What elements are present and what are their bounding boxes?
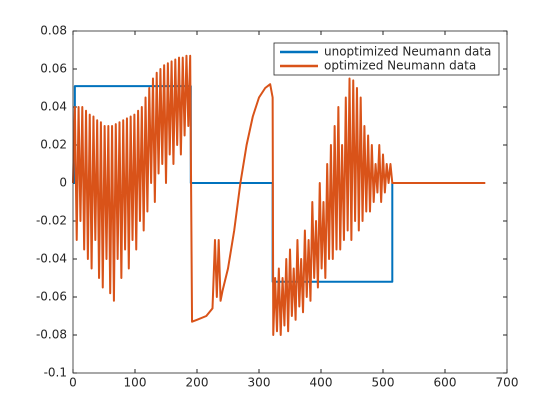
y-tick-label: -0.08 [36,328,67,342]
y-tick-label: 0.04 [40,100,67,114]
axes-box [72,30,508,374]
x-tick-label: 0 [69,376,77,390]
x-tick-label: 700 [496,376,519,390]
y-tick-label: 0 [59,176,67,190]
y-tick-label: -0.1 [44,366,67,380]
y-tick-label: 0.06 [40,62,67,76]
y-tick-label: 0.02 [40,138,67,152]
legend-box [273,42,500,76]
x-tick-label: 600 [434,376,457,390]
x-tick-label: 300 [248,376,271,390]
x-tick-label: 400 [310,376,333,390]
x-tick-label: 200 [186,376,209,390]
legend-label: unoptimized Neumann data [324,45,491,59]
y-tick-label: -0.06 [36,290,67,304]
x-tick-label: 500 [372,376,395,390]
y-tick-label: 0.08 [40,24,67,38]
legend-label: optimized Neumann data [324,59,476,73]
x-tick-label: 100 [124,376,147,390]
y-tick-label: -0.02 [36,214,67,228]
plot-area [73,31,507,373]
y-tick-label: -0.04 [36,252,67,266]
series-line [72,54,486,336]
